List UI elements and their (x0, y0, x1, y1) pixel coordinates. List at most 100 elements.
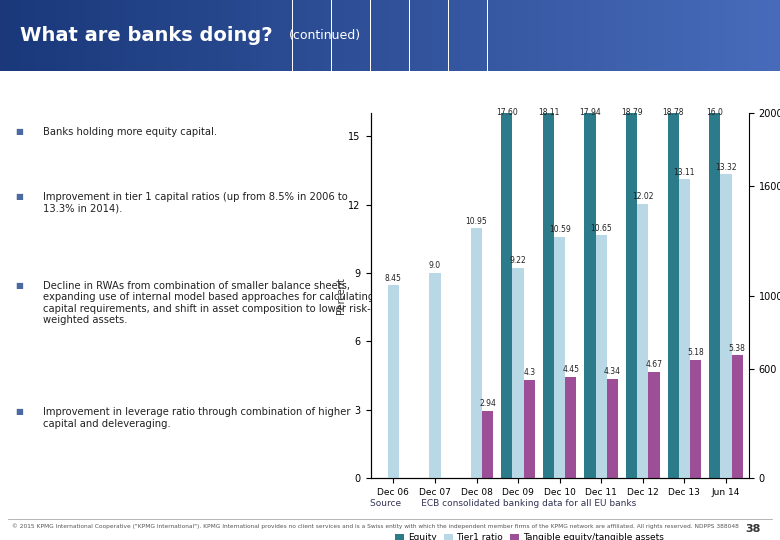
Bar (425, 0, 429, 71)
Bar (176, 0, 179, 71)
Bar (550, 0, 554, 71)
Bar (335, 0, 339, 71)
Bar (98, 0, 101, 71)
Bar (675, 0, 679, 71)
Bar (581, 0, 585, 71)
Text: 16.0: 16.0 (706, 108, 723, 117)
Text: ■: ■ (15, 281, 23, 289)
Bar (651, 0, 655, 71)
Bar (710, 0, 714, 71)
Bar (222, 0, 226, 71)
Text: ■: ■ (15, 127, 23, 136)
Bar (679, 179, 690, 478)
Bar (562, 0, 566, 71)
Bar (640, 0, 643, 71)
Bar (596, 235, 607, 478)
Bar (757, 0, 760, 71)
Bar (121, 0, 125, 71)
Bar (90, 0, 94, 71)
Text: Banks holding more equity capital.: Banks holding more equity capital. (44, 127, 218, 137)
Bar (27, 0, 31, 71)
Bar (183, 0, 187, 71)
Bar (441, 0, 445, 71)
Bar (20, 0, 23, 71)
Bar (156, 0, 160, 71)
Bar (733, 0, 737, 71)
Bar (39, 0, 43, 71)
Bar (464, 0, 468, 71)
Bar (269, 0, 273, 71)
Bar (70, 0, 74, 71)
Bar (129, 0, 133, 71)
Bar (328, 0, 331, 71)
Bar (246, 0, 250, 71)
Bar (55, 0, 58, 71)
Bar (402, 0, 406, 71)
Bar (624, 0, 628, 71)
Bar (382, 0, 386, 71)
Bar (31, 0, 35, 71)
Bar (482, 411, 493, 478)
Bar (94, 0, 98, 71)
Bar (503, 0, 507, 71)
Bar (460, 0, 464, 71)
Text: 5.38: 5.38 (729, 343, 746, 353)
Bar (601, 0, 604, 71)
Bar (718, 0, 722, 71)
Bar (304, 0, 308, 71)
Bar (273, 0, 277, 71)
Text: 4.34: 4.34 (604, 367, 621, 376)
Bar (488, 0, 491, 71)
Bar (472, 0, 476, 71)
Bar (211, 0, 215, 71)
Bar (398, 0, 402, 71)
Bar (242, 0, 246, 71)
Bar (682, 0, 686, 71)
Bar (725, 0, 729, 71)
Bar (768, 0, 772, 71)
Bar (406, 0, 410, 71)
Bar (113, 0, 117, 71)
Bar (433, 0, 437, 71)
Bar (226, 0, 230, 71)
Bar (203, 0, 207, 71)
Bar (566, 0, 569, 71)
Bar (515, 0, 519, 71)
Bar (589, 0, 593, 71)
Text: Source       ECB consolidated banking data for all EU banks: Source ECB consolidated banking data for… (370, 500, 636, 509)
Bar (569, 0, 573, 71)
Bar (776, 0, 780, 71)
Bar (339, 0, 343, 71)
Text: What are banks doing?: What are banks doing? (20, 26, 272, 45)
Bar (573, 0, 577, 71)
Text: ■: ■ (15, 192, 23, 201)
Bar (265, 0, 269, 71)
Bar (637, 204, 648, 478)
Bar (476, 0, 480, 71)
Bar (690, 360, 701, 478)
Bar (296, 0, 300, 71)
Bar (320, 0, 324, 71)
Text: 38: 38 (745, 524, 760, 534)
Text: 5.18: 5.18 (687, 348, 704, 357)
Y-axis label: Percent: Percent (335, 277, 346, 314)
Bar (526, 0, 530, 71)
Bar (628, 0, 632, 71)
Text: 18.78: 18.78 (662, 108, 684, 117)
Bar (136, 0, 140, 71)
Bar (47, 0, 51, 71)
Text: 9.0: 9.0 (429, 261, 441, 270)
Bar (772, 0, 776, 71)
Bar (722, 0, 725, 71)
Bar (16, 0, 20, 71)
Bar (729, 0, 733, 71)
Text: 13.11: 13.11 (674, 167, 695, 177)
Bar (620, 0, 624, 71)
Bar (612, 0, 616, 71)
Bar (332, 0, 335, 71)
Text: 18.11: 18.11 (537, 108, 559, 117)
Bar (312, 0, 316, 71)
Bar (343, 0, 347, 71)
Text: 4.3: 4.3 (523, 368, 535, 377)
Text: Improvement in leverage ratio through combination of higher
capital and delevera: Improvement in leverage ratio through co… (44, 407, 351, 429)
